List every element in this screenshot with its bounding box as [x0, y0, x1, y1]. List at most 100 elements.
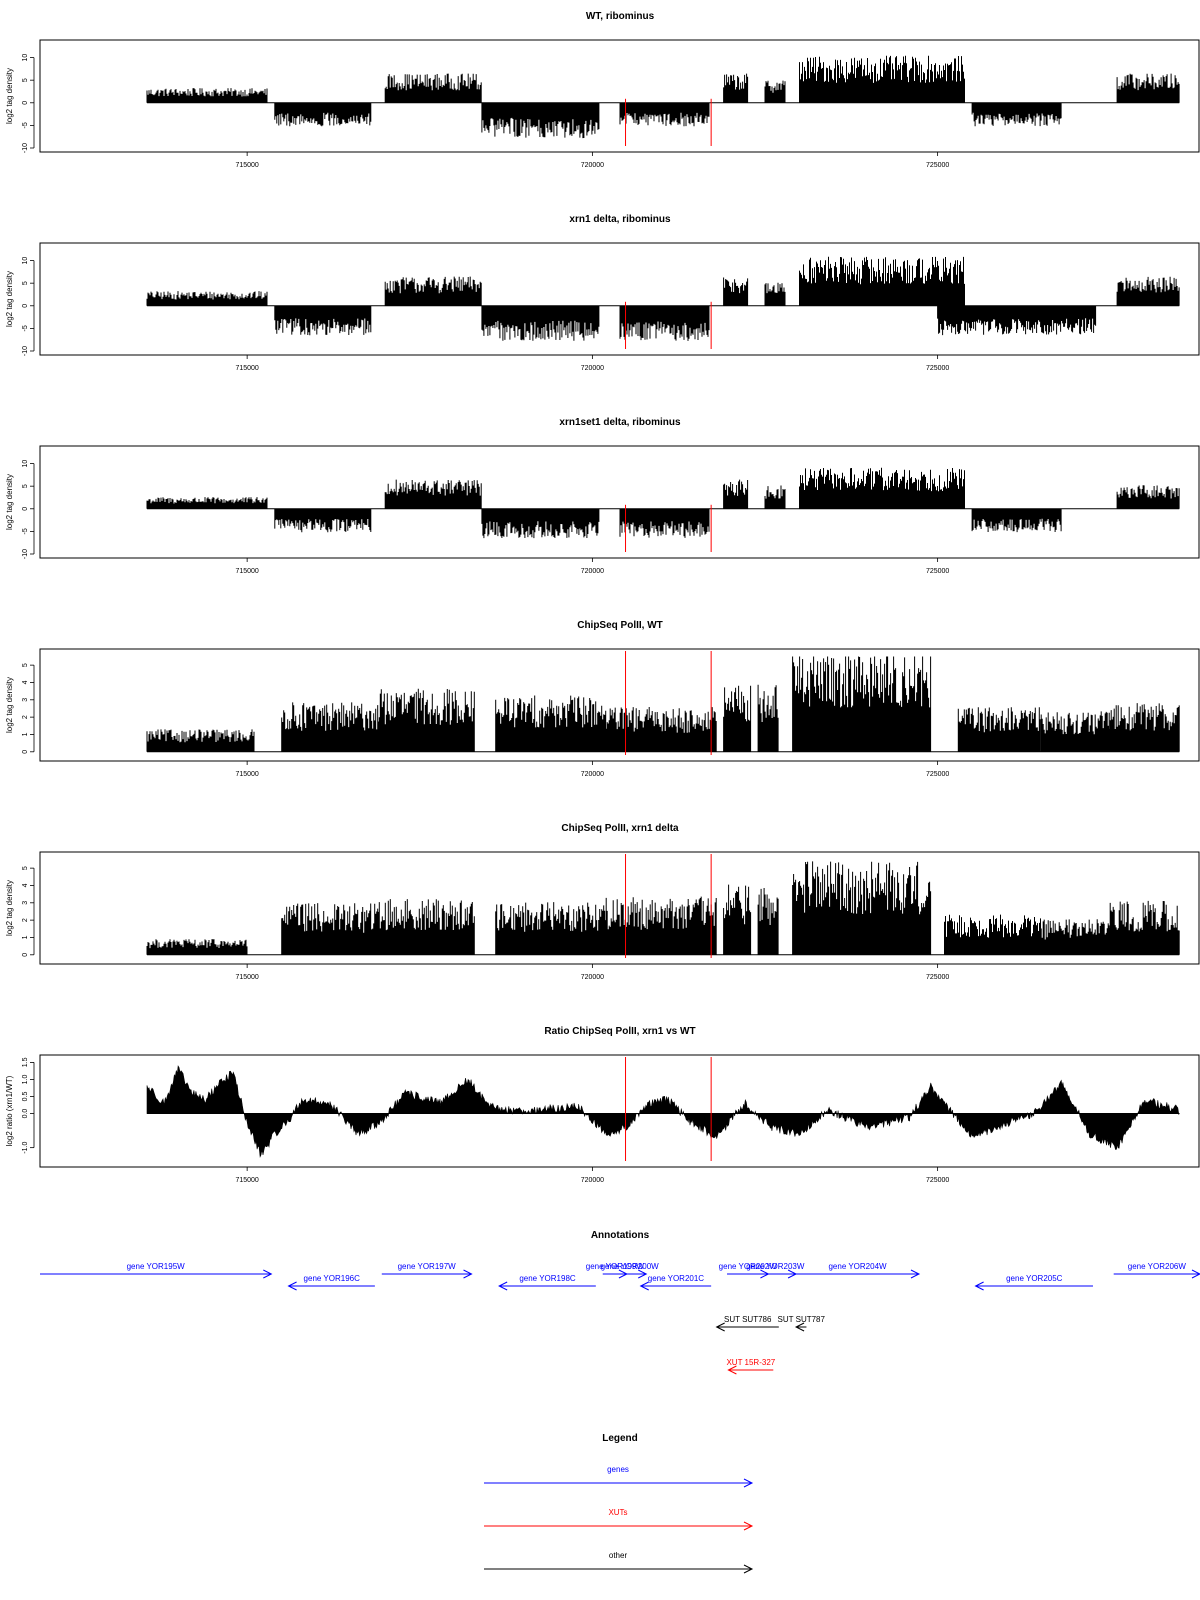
- x-tick-label: 720000: [581, 771, 604, 778]
- signal-bars: [957, 707, 1041, 752]
- signal-segment: [757, 888, 779, 955]
- y-tick-label: 3: [22, 698, 29, 702]
- signal-segment: [495, 902, 607, 955]
- y-axis-label: log2 tag density: [5, 271, 14, 327]
- signal-segment: [146, 939, 248, 955]
- signal-bars: [799, 256, 965, 306]
- y-tick-label: 4: [22, 883, 29, 887]
- x-tick-label: 725000: [926, 568, 949, 575]
- y-tick-label: 10: [22, 460, 29, 468]
- signal-bars: [619, 305, 710, 341]
- signal-segment: [281, 903, 379, 955]
- legend-label: other: [609, 1551, 628, 1560]
- signal-segment: [792, 656, 932, 752]
- signal-segment: [764, 485, 786, 509]
- signal-bars: [757, 684, 779, 752]
- signal-segment: [619, 508, 710, 538]
- signal-segment: [757, 684, 779, 752]
- annotations-track: Annotations gene YOR195W gene YOR196C gene …: [40, 1230, 1200, 1375]
- y-axis-label: log2 ratio (xrn1/WT): [5, 1075, 14, 1146]
- feature-label: gene YOR206W: [1128, 1262, 1187, 1271]
- signal-segment: [481, 305, 600, 341]
- track-panel: ChipSeq PolII, xrn1 delta 0 1 2 3 4 5 log2 tag …: [5, 823, 1200, 981]
- signal-segment: [1116, 485, 1180, 509]
- signal-bars: [937, 305, 1097, 336]
- y-tick-label: 5: [22, 281, 29, 285]
- signal-bars: [274, 508, 372, 533]
- x-tick-label: 725000: [926, 162, 949, 169]
- signal-segment: [146, 497, 268, 509]
- signal-segment: [1116, 276, 1180, 306]
- signal-segment: [723, 277, 749, 306]
- plot-frame: [39, 445, 1200, 559]
- x-tick-label: 720000: [581, 568, 604, 575]
- signal-segment: [495, 695, 607, 752]
- signal-segment: [481, 102, 600, 139]
- signal-bars: [1109, 900, 1180, 955]
- legend: Legend genes XUTs other: [484, 1433, 754, 1574]
- arrow-head: [463, 1269, 473, 1279]
- signal-segment: [1109, 900, 1180, 955]
- signal-segment: [1109, 703, 1180, 752]
- signal-bars: [377, 899, 475, 955]
- panel-title: ChipSeq PolII, WT: [577, 620, 663, 631]
- signal-bars: [384, 276, 482, 306]
- feature-label: SUT SUT786: [724, 1315, 772, 1324]
- plot-frame: [39, 242, 1200, 356]
- y-tick-label: 1.0: [22, 1074, 29, 1084]
- feature-label: gene YOR198C: [519, 1274, 576, 1283]
- y-tick-label: 1: [22, 732, 29, 736]
- y-tick-label: 0: [22, 750, 29, 754]
- y-tick-label: -5: [22, 122, 29, 128]
- signal-bars: [274, 102, 372, 127]
- feature-arrow: SUT SUT787: [778, 1315, 826, 1332]
- x-tick-label: 715000: [235, 365, 258, 372]
- signal-bars: [384, 479, 482, 509]
- plot-frame: [39, 648, 1200, 762]
- signal-bars: [792, 861, 932, 955]
- signal-segment: [723, 479, 749, 509]
- y-axis-label: log2 tag density: [5, 68, 14, 124]
- panel-title: Ratio ChipSeq PolII, xrn1 vs WT: [544, 1026, 695, 1037]
- arrow-head: [794, 1322, 805, 1332]
- arrow-head: [638, 1269, 648, 1279]
- arrow-head: [287, 1281, 297, 1291]
- signal-segment: [146, 88, 268, 103]
- signal-bars: [764, 282, 786, 306]
- feature-label: gene YOR205C: [1006, 1274, 1063, 1283]
- y-tick-label: 5: [22, 663, 29, 667]
- signal-segment: [957, 707, 1041, 752]
- y-tick-label: 3: [22, 901, 29, 905]
- signal-bars: [495, 695, 607, 752]
- signal-segment: [384, 73, 482, 103]
- signal-segment: [274, 508, 372, 533]
- feature-arrow: SUT SUT786: [715, 1315, 779, 1332]
- signal-bars: [146, 497, 268, 509]
- arrow-head: [498, 1281, 508, 1291]
- y-tick-label: 1: [22, 935, 29, 939]
- signal-bars: [146, 939, 248, 955]
- feature-arrow: gene YOR200W: [601, 1262, 659, 1279]
- signal-segment: [971, 508, 1062, 533]
- signal-segment: [971, 102, 1062, 127]
- signal-segment: [281, 702, 379, 752]
- signal-bars: [792, 656, 932, 752]
- feature-arrow: XUT 15R-327: [726, 1358, 776, 1375]
- signal-bars: [723, 277, 749, 306]
- feature-arrow: gene YOR195W: [40, 1262, 273, 1279]
- y-axis-label: log2 tag density: [5, 474, 14, 530]
- signal-bars: [799, 55, 965, 103]
- x-tick-label: 725000: [926, 771, 949, 778]
- signal-segment: [377, 688, 475, 752]
- signal-bars: [971, 102, 1062, 127]
- y-tick-label: -10: [22, 549, 29, 559]
- signal-segment: [619, 305, 710, 341]
- y-tick-label: 2: [22, 715, 29, 719]
- signal-bars: [764, 80, 786, 103]
- y-tick-label: 5: [22, 78, 29, 82]
- signal-bars: [384, 73, 482, 103]
- panel-title: ChipSeq PolII, xrn1 delta: [561, 823, 679, 834]
- arrow-head: [639, 1281, 649, 1291]
- signal-segment: [944, 914, 1041, 955]
- signal-bars: [723, 884, 752, 955]
